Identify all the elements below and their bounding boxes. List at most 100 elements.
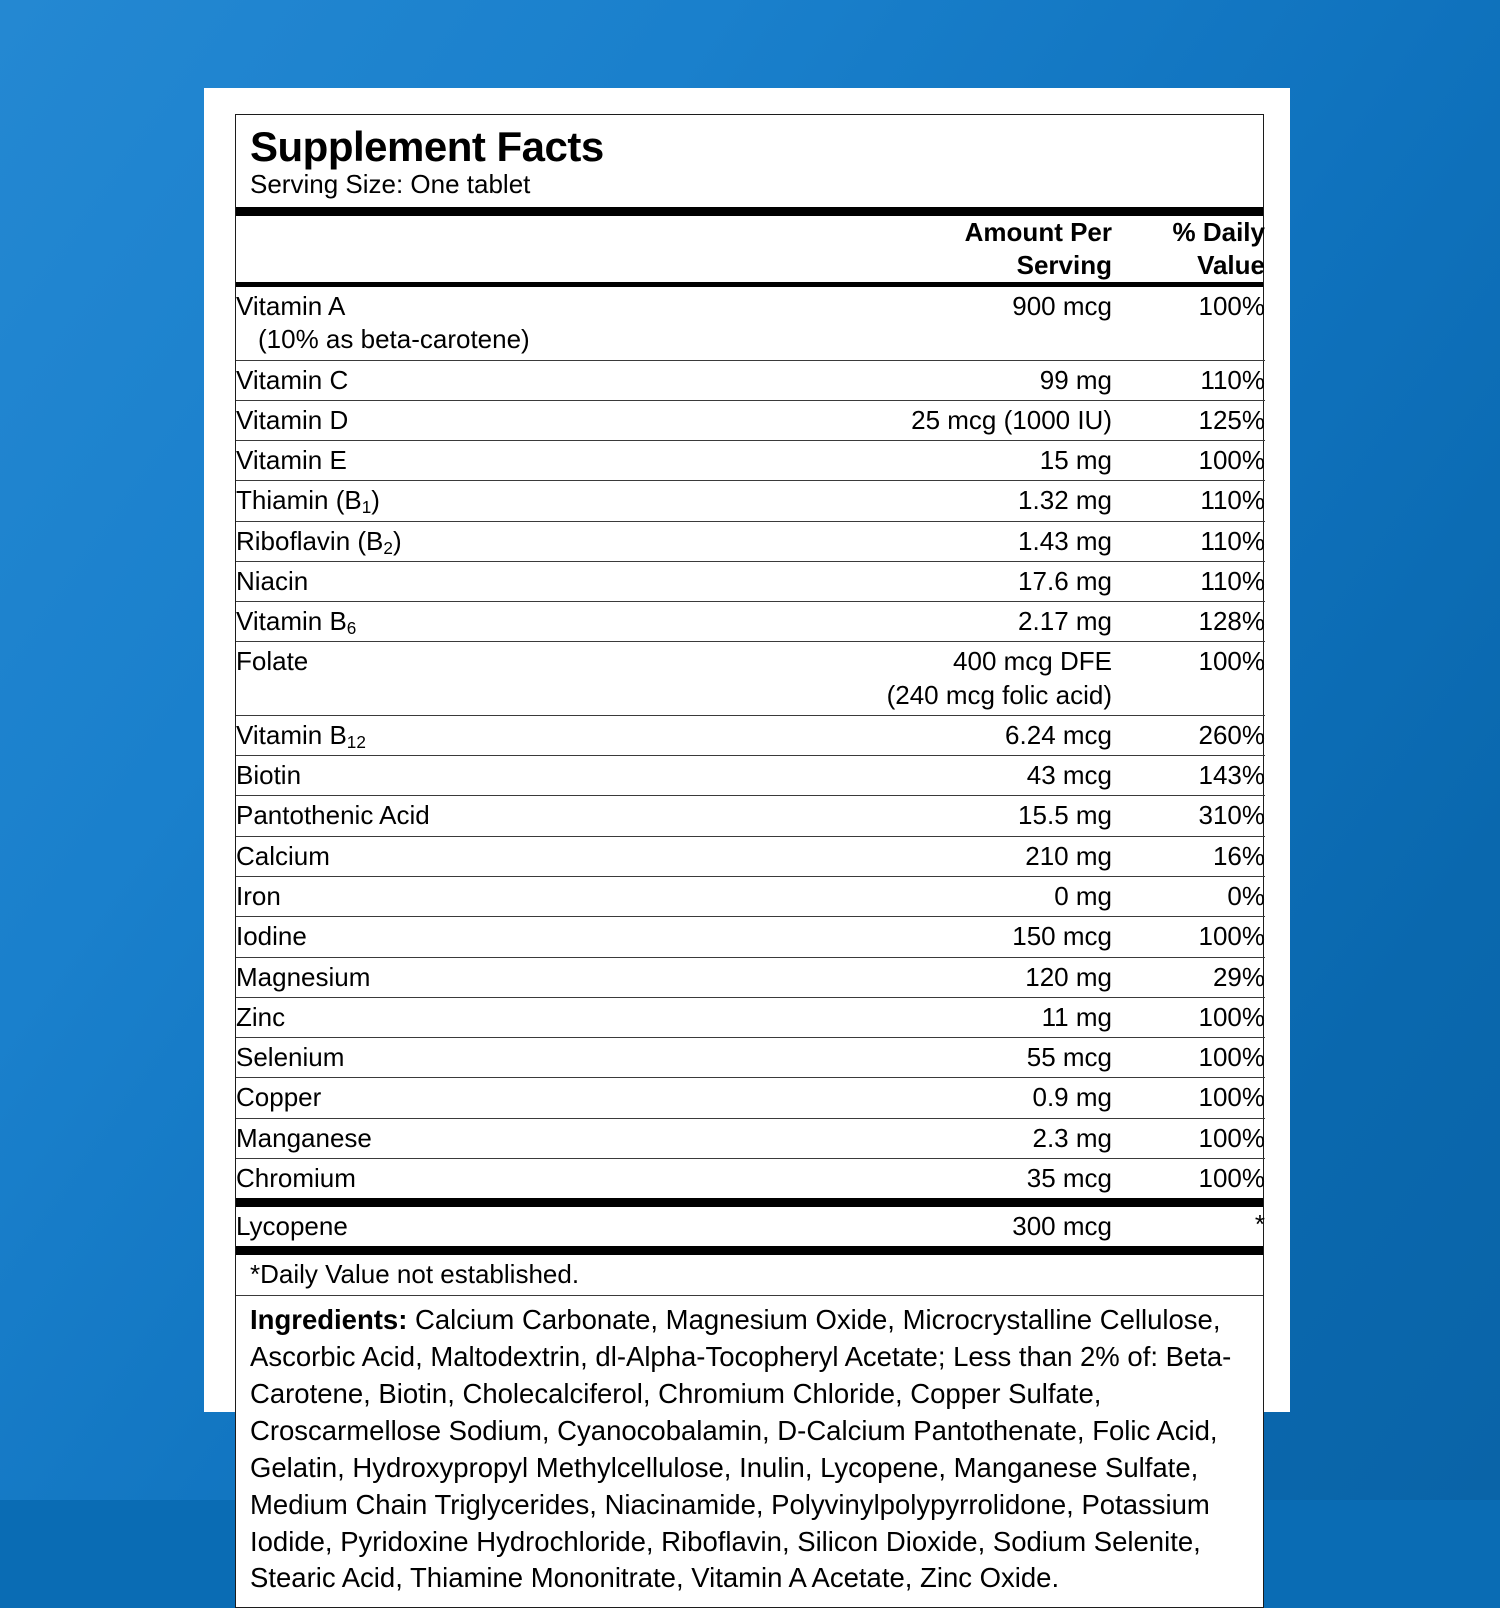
nutrient-daily-value: 0% (1227, 881, 1265, 912)
nutrient-amount: 1.43 mg (1018, 525, 1112, 556)
divider-below-header (236, 282, 1263, 288)
nutrient-daily-value: 100% (1198, 1082, 1266, 1113)
daily-value-footnote: *Daily Value not established. (250, 1259, 580, 1290)
table-cell-amount: 99 mg (812, 359, 1112, 401)
nutrient-name: Iron (236, 881, 281, 912)
nutrient-amount: 55 mcg (1026, 1042, 1112, 1073)
serving-size-text: Serving Size: One tablet (250, 168, 531, 199)
nutrient-name-subscript: 6 (346, 618, 357, 639)
nutrient-daily-value: 100% (1198, 1122, 1266, 1153)
table-cell-amount: 0.9 mg (812, 1077, 1113, 1119)
table-row: Pantothenic Acid 15.5 mg 310% (236, 795, 1266, 837)
nutrient-name-subscript: 12 (346, 731, 366, 752)
table-cell-nutrient: Calcium (236, 835, 812, 877)
label-card: Supplement Facts Serving Size: One table… (204, 88, 1290, 1608)
table-cell-nutrient: Vitamin B6 (236, 601, 812, 642)
nutrient-daily-value: 128% (1198, 606, 1266, 637)
table-cell-nutrient: Biotin (236, 755, 812, 796)
nutrient-name: Folate (236, 646, 309, 677)
table-row: Biotin 43 mcg 143% (236, 755, 1265, 796)
table-cell-daily-value: 100% (1112, 641, 1265, 716)
table-cell-daily-value: 100% (1112, 996, 1266, 1038)
nutrient-daily-value: 110% (1200, 565, 1265, 596)
table-row: Vitamin C 99 mg 110% (236, 359, 1265, 401)
nutrient-amount: 2.17 mg (1018, 606, 1112, 637)
table-cell-daily-value: 100% (1112, 916, 1265, 958)
nutrient-daily-value: * (1254, 1209, 1265, 1240)
nutrient-amount: 0 mg (1054, 881, 1112, 912)
nutrient-amount: 150 mcg (1012, 921, 1112, 952)
table-row: Folate 400 mcg DFE (240 mcg folic acid) 100… (236, 641, 1265, 716)
table-row: Iron 0 mg 0% (236, 876, 1265, 917)
table-cell-daily-value: 110% (1112, 520, 1265, 562)
nutrient-daily-value: 100% (1198, 1001, 1266, 1032)
table-cell-nutrient: Pantothenic Acid (236, 795, 812, 837)
nutrient-daily-value: 110% (1200, 485, 1265, 516)
nutrient-name: Vitamin A (236, 291, 346, 322)
nutrient-amount: 43 mcg (1026, 760, 1112, 791)
table-cell-nutrient: Selenium (236, 1037, 812, 1078)
table-cell-nutrient: Niacin (236, 560, 812, 602)
nutrient-daily-value: 100% (1198, 1042, 1266, 1073)
table-cell-daily-value: 110% (1112, 359, 1265, 401)
table-cell-nutrient: Lycopene (236, 1207, 812, 1246)
table-cell-nutrient: Vitamin C (236, 359, 812, 401)
nutrient-amount: 900 mcg (1012, 291, 1112, 322)
table-cell-daily-value: 100% (1112, 1157, 1265, 1199)
page-title: Supplement Facts (250, 123, 604, 170)
header-amount-line1: Amount Per (964, 216, 1112, 247)
table-cell-amount: 15 mg (812, 440, 1112, 481)
table-cell-amount: 15.5 mg (812, 795, 1112, 837)
table-cell-nutrient: Vitamin D (236, 399, 812, 441)
table-cell-amount: 1.32 mg (812, 480, 1112, 522)
table-cell-amount: 300 mcg (812, 1207, 1112, 1246)
nutrient-amount: 210 mg (1025, 840, 1112, 871)
header-amount-per-serving: Amount Per Serving (812, 216, 1112, 283)
table-cell-nutrient: Vitamin E (236, 440, 812, 481)
nutrient-name: Riboflavin (B2) (236, 525, 402, 558)
nutrient-rows-body: Vitamin A (10% as beta-carotene) 900 mcg 10… (236, 287, 1266, 1199)
table-cell-nutrient: Zinc (236, 996, 812, 1038)
table-cell-nutrient: Vitamin B12 (236, 714, 812, 756)
table-row: Vitamin E 15 mg 100% (236, 440, 1265, 481)
table-cell-amount: 6.24 mcg (812, 714, 1112, 756)
nutrient-amount: 17.6 mg (1018, 565, 1112, 596)
divider-below-other (236, 1246, 1263, 1256)
table-cell-daily-value: 100% (1112, 287, 1266, 360)
table-cell-amount: 400 mcg DFE (240 mcg folic acid) (812, 641, 1112, 716)
nutrient-name: Lycopene (236, 1211, 348, 1242)
table-cell-amount: 2.3 mg (812, 1117, 1112, 1159)
table-cell-amount: 1.43 mg (812, 520, 1112, 562)
table-cell-amount: 43 mcg (812, 755, 1112, 796)
table-row: Vitamin A (10% as beta-carotene) 900 mcg 10… (236, 287, 1265, 360)
table-cell-daily-value: 110% (1112, 560, 1265, 602)
nutrient-amount: 15.5 mg (1018, 800, 1112, 831)
table-cell-nutrient: Thiamin (B1) (236, 480, 812, 522)
nutrition-table-body: Amount Per Serving % Daily Value (236, 216, 1265, 283)
nutrient-name: Vitamin B12 (236, 719, 366, 752)
table-cell-daily-value: 0% (1112, 876, 1265, 917)
nutrient-name: Vitamin E (236, 445, 347, 476)
table-row: Zinc 11 mg 100% (236, 996, 1266, 1038)
divider-above-other (236, 1198, 1263, 1208)
table-row: Chromium 35 mcg 100% (236, 1157, 1265, 1199)
divider-thick-top (236, 206, 1263, 216)
nutrient-daily-value: 100% (1198, 291, 1266, 322)
table-cell-nutrient: Magnesium (236, 956, 812, 998)
nutrient-daily-value: 310% (1198, 800, 1266, 831)
table-cell-nutrient: Vitamin A (10% as beta-carotene) (236, 287, 812, 360)
nutrient-amount: 300 mcg (1012, 1211, 1112, 1242)
table-cell-nutrient: Manganese (236, 1117, 812, 1159)
table-row: Magnesium 120 mg 29% (236, 956, 1265, 998)
table-cell-amount: 17.6 mg (812, 560, 1112, 602)
nutrient-daily-value: 260% (1198, 719, 1266, 750)
table-row: Riboflavin (B2) 1.43 mg 110% (236, 520, 1265, 562)
nutrient-daily-value: 125% (1198, 404, 1266, 435)
table-cell-daily-value: 100% (1112, 440, 1265, 481)
table-cell-daily-value: 310% (1112, 795, 1266, 837)
nutrient-amount: 0.9 mg (1032, 1082, 1113, 1113)
table-row: Niacin 17.6 mg 110% (236, 560, 1265, 602)
table-cell-amount: 0 mg (812, 876, 1112, 917)
table-row: Iodine 150 mcg 100% (236, 916, 1265, 958)
